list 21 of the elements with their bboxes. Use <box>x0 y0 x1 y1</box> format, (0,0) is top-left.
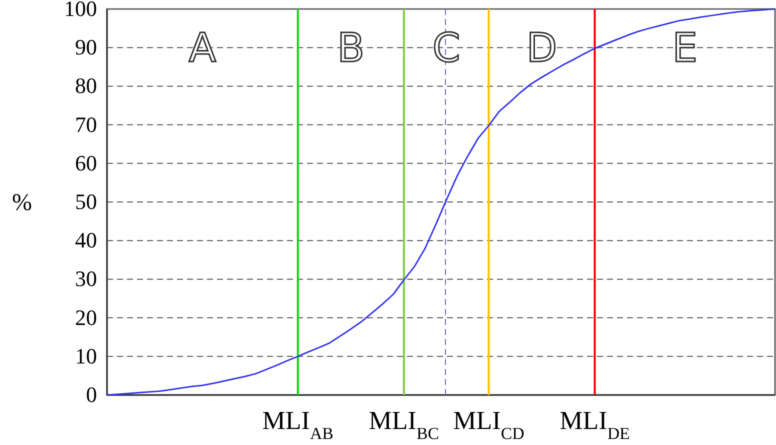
x-tick-label: MLI$_{AB}$ <box>262 406 334 442</box>
y-tick-label: 30 <box>75 266 97 292</box>
line-series <box>106 8 776 396</box>
annotation: C <box>432 26 460 72</box>
annotation: A <box>188 26 217 72</box>
y-tick-label: 80 <box>75 73 97 98</box>
y-axis-title: % <box>12 190 32 216</box>
y-tick-label: 60 <box>75 150 97 176</box>
annotation: E <box>672 26 698 72</box>
y-tick-label: 100 <box>64 0 97 22</box>
y-tick-label: 70 <box>75 112 97 137</box>
x-tick-label: MLI$_{BC}$ <box>368 406 439 442</box>
annotation: D <box>526 26 558 72</box>
x-tick-label: MLI$_{CD}$ <box>453 406 524 442</box>
y-tick-label: 10 <box>75 343 97 368</box>
y-tick-label: 20 <box>75 304 97 330</box>
y-tick-label: 0 <box>86 382 97 408</box>
y-tick-label: 90 <box>75 34 97 60</box>
y-tick-label: 50 <box>75 189 97 214</box>
x-tick-label: MLI$_{DE}$ <box>560 406 630 442</box>
y-tick-label: 40 <box>75 228 97 253</box>
